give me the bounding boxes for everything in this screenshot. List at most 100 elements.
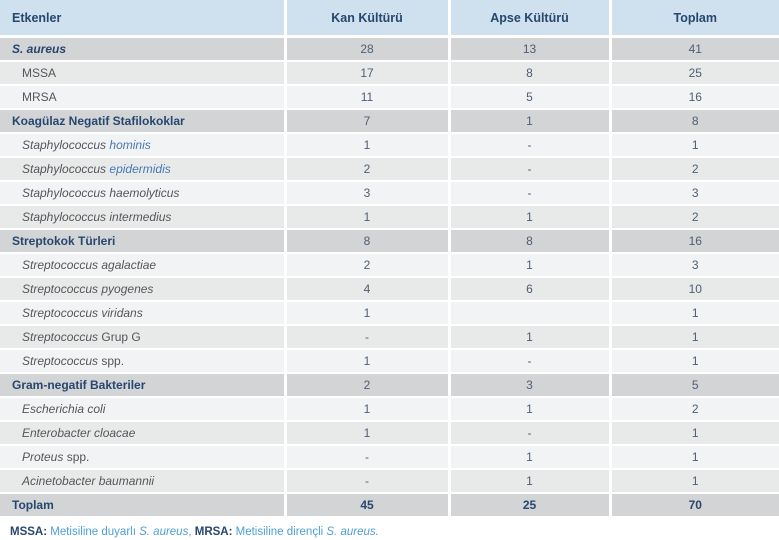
cell-apse-kulturu: 1 [449, 253, 612, 278]
footnote-text: , [188, 526, 195, 538]
cell-kan-kulturu: - [285, 325, 451, 350]
cell-toplam: 2 [610, 157, 779, 182]
row-label: MSSA [0, 61, 287, 86]
cell-apse-kulturu: 1 [449, 325, 612, 350]
table-row: Staphylococcus intermedius 1 1 2 [0, 205, 779, 230]
label-text: spp. [98, 354, 125, 368]
label-text: Proteus [22, 450, 64, 464]
table-row: S. aureus 28 13 41 [0, 36, 779, 62]
cell-kan-kulturu: 1 [285, 205, 451, 230]
label-text: Streptococcus [22, 354, 99, 368]
label-text: Streptococcus [22, 330, 99, 344]
cell-apse-kulturu: - [449, 133, 612, 158]
cell-toplam: 2 [610, 205, 779, 230]
cell-toplam: 1 [610, 421, 779, 446]
cell-apse-kulturu: 25 [449, 493, 612, 518]
table-row: Koagülaz Negatif Stafilokoklar 7 1 8 [0, 109, 779, 134]
footnote-text: MSSA: [10, 526, 48, 538]
cell-toplam: 3 [610, 181, 779, 206]
cell-kan-kulturu: 8 [285, 229, 451, 254]
cell-apse-kulturu [449, 301, 612, 326]
cell-kan-kulturu: 4 [285, 277, 451, 302]
label-text: Staphylococcus [22, 138, 110, 152]
table-row: Toplam 45 25 70 [0, 493, 779, 518]
label-text: Staphylococcus intermedius [22, 210, 172, 224]
cell-apse-kulturu: 8 [449, 229, 612, 254]
cell-toplam: 8 [610, 109, 779, 134]
cell-apse-kulturu: - [449, 349, 612, 374]
label-text: Enterobacter cloacae [22, 426, 136, 440]
col-header-apse-kulturu: Apse Kültürü [449, 0, 612, 38]
label-text: spp. [63, 450, 90, 464]
table-body: S. aureus 28 13 41 MSSA 17 8 25 MRSA 11 5 16 Koagüla… [0, 36, 779, 518]
cell-apse-kulturu: 3 [449, 373, 612, 398]
row-label: Streptococcus pyogenes [0, 277, 287, 302]
cell-kan-kulturu: 1 [285, 301, 451, 326]
col-header-toplam: Toplam [610, 0, 779, 38]
species-link[interactable]: hominis [109, 138, 151, 152]
table-row: Proteus spp. -1 1 [0, 445, 779, 470]
footnote-text: Metisiline duyarlı [47, 526, 140, 538]
cell-kan-kulturu: 2 [285, 157, 451, 182]
table-row: Streptokok Türleri 8 8 16 [0, 229, 779, 254]
label-text: Toplam [12, 498, 54, 512]
footnote-text: S. aureus. [326, 526, 379, 538]
cell-toplam: 3 [610, 253, 779, 278]
cell-apse-kulturu: 1 [449, 445, 612, 470]
table-row: Streptococcus pyogenes 4 6 10 [0, 277, 779, 302]
row-label: Streptokok Türleri [0, 229, 287, 254]
cell-toplam: 5 [610, 373, 779, 398]
species-link[interactable]: epidermidis [109, 162, 171, 176]
cell-kan-kulturu: - [285, 445, 451, 470]
cell-kan-kulturu: 1 [285, 397, 451, 422]
cell-kan-kulturu: 1 [285, 421, 451, 446]
cell-kan-kulturu: 2 [285, 253, 451, 278]
table-header-row: Etkenler Kan Kültürü Apse Kültürü Toplam [0, 0, 779, 38]
cell-toplam: 1 [610, 349, 779, 374]
cell-toplam: 1 [610, 445, 779, 470]
table-row: Streptococcus spp. 1-1 [0, 349, 779, 374]
row-label: Koagülaz Negatif Stafilokoklar [0, 109, 287, 134]
row-label: Enterobacter cloacae [0, 421, 287, 446]
row-label: Streptococcus spp. [0, 349, 287, 374]
cell-apse-kulturu: 6 [449, 277, 612, 302]
table-footnote: MSSA: Metisiline duyarlı S. aureus, MRSA… [10, 525, 779, 540]
culture-results-table: Etkenler Kan Kültürü Apse Kültürü Toplam… [0, 0, 779, 518]
footnote-text: S. aureus [139, 526, 189, 538]
cell-apse-kulturu: 1 [449, 109, 612, 134]
cell-kan-kulturu: 11 [285, 85, 451, 110]
row-label: Gram-negatif Bakteriler [0, 373, 287, 398]
label-text: Streptokok Türleri [12, 234, 116, 248]
label-text: Streptococcus pyogenes [22, 282, 154, 296]
col-header-kan-kulturu: Kan Kültürü [285, 0, 451, 38]
table-row: Streptococcus agalactiae 2 1 3 [0, 253, 779, 278]
cell-toplam: 2 [610, 397, 779, 422]
row-label: Proteus spp. [0, 445, 287, 470]
row-label: Toplam [0, 493, 287, 518]
cell-kan-kulturu: 7 [285, 109, 451, 134]
table-row: Acinetobacter baumannii -1 1 [0, 469, 779, 494]
label-text: Streptococcus agalactiae [22, 258, 157, 272]
footnote-text: Metisiline dirençli [232, 526, 327, 538]
cell-kan-kulturu: 28 [285, 36, 451, 62]
cell-toplam: 1 [610, 469, 779, 494]
cell-apse-kulturu: 1 [449, 205, 612, 230]
label-text: S. aureus [12, 42, 67, 56]
cell-toplam: 16 [610, 85, 779, 110]
cell-kan-kulturu: 1 [285, 349, 451, 374]
label-text: Streptococcus viridans [22, 306, 143, 320]
cell-apse-kulturu: 1 [449, 469, 612, 494]
cell-toplam: 16 [610, 229, 779, 254]
row-label: MRSA [0, 85, 287, 110]
cell-kan-kulturu: 1 [285, 133, 451, 158]
cell-kan-kulturu: - [285, 469, 451, 494]
label-text: MRSA [22, 90, 57, 104]
table-row: Staphylococcus hominis 1-1 [0, 133, 779, 158]
cell-toplam: 1 [610, 133, 779, 158]
table-row: MSSA 17 8 25 [0, 61, 779, 86]
label-text: Acinetobacter baumannii [22, 474, 155, 488]
label-text: Staphylococcus haemolyticus [22, 186, 180, 200]
cell-kan-kulturu: 45 [285, 493, 451, 518]
footnote-text: MRSA: [194, 526, 233, 538]
